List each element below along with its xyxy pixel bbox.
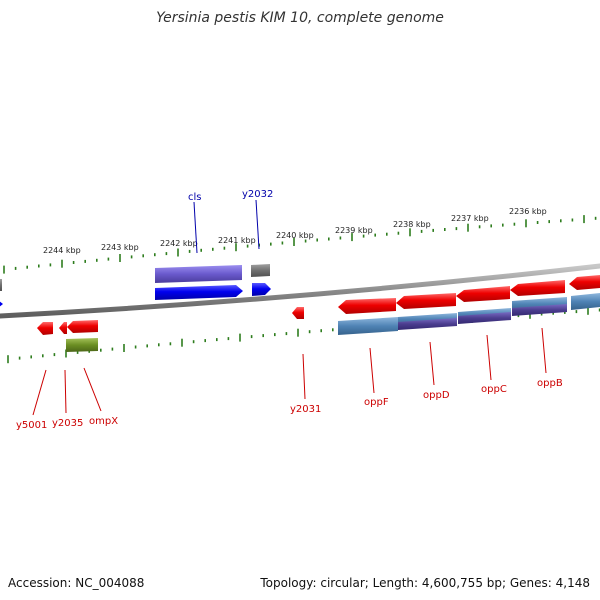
genome-stats-footer: Topology: circular; Length: 4,600,755 bp… xyxy=(260,576,590,590)
gene-arrow-y2031 xyxy=(292,307,304,319)
kbp-label: 2244 kbp xyxy=(43,246,81,255)
gene-arrow-y2032 xyxy=(252,283,271,296)
gene-arrow-ompX xyxy=(67,320,98,333)
genome-backbone xyxy=(0,263,600,319)
forward-gene-track xyxy=(155,283,271,300)
gene-label-oppF: oppF xyxy=(364,397,389,408)
protein-feature-cls xyxy=(155,265,242,283)
protein-feature-oppB-2 xyxy=(512,304,567,316)
gene-label-oppB: oppB xyxy=(537,378,563,389)
kbp-label: 2239 kbp xyxy=(335,226,373,235)
gene-arrow-oppD xyxy=(396,293,456,309)
accession-footer: Accession: NC_004088 xyxy=(8,576,145,590)
forward-protein-track xyxy=(0,264,270,291)
gene-label-y2032: y2032 xyxy=(242,189,273,200)
gene-label-cls: cls xyxy=(188,192,202,203)
kbp-label: 2242 kbp xyxy=(160,239,198,248)
kbp-label: 2240 kbp xyxy=(276,231,314,240)
forward-gene-labels: cls y2032 xyxy=(188,189,273,254)
protein-feature-oppF xyxy=(338,317,398,335)
gene-label-y5001: y5001 xyxy=(16,420,47,431)
leader-line-oppB xyxy=(541,327,547,374)
gene-label-oppC: oppC xyxy=(481,384,507,395)
kbp-label: 2243 kbp xyxy=(101,243,139,252)
protein-feature-y2032 xyxy=(251,264,270,277)
upper-tick-track xyxy=(3,215,597,274)
leader-line-y2031 xyxy=(302,353,306,400)
leader-line-oppF xyxy=(369,347,375,394)
gene-label-y2035: y2035 xyxy=(52,418,83,429)
map-title: Yersinia pestis KIM 10, complete genome xyxy=(156,10,444,26)
kbp-scale: 2244 kbp 2243 kbp 2242 kbp 2241 kbp 2240… xyxy=(43,207,547,255)
gene-arrow-y2035 xyxy=(59,322,67,334)
kbp-label: 2241 kbp xyxy=(218,236,256,245)
leader-line-cls xyxy=(193,201,198,254)
kbp-label: 2238 kbp xyxy=(393,220,431,229)
gene-arrow-oppB xyxy=(510,280,565,296)
gene-label-y2031: y2031 xyxy=(290,404,321,415)
backbone-arrow-left xyxy=(0,301,3,307)
kbp-label: 2237 kbp xyxy=(451,214,489,223)
leader-line-oppD xyxy=(429,341,435,386)
gene-arrow-oppC xyxy=(456,286,510,302)
leader-line-y2035 xyxy=(64,369,67,414)
gene-label-oppD: oppD xyxy=(423,390,450,401)
gene-arrow-oppF xyxy=(338,298,396,314)
leader-line-ompX xyxy=(83,367,102,412)
leader-line-oppC xyxy=(486,334,492,381)
reverse-gene-track xyxy=(37,275,600,335)
leader-line-y5001 xyxy=(32,369,47,416)
reverse-protein-track xyxy=(66,293,600,352)
gene-arrow-edge-right xyxy=(569,275,600,290)
gene-label-ompX: ompX xyxy=(89,416,118,427)
protein-feature-edge-right xyxy=(571,293,600,310)
left-edge-feature xyxy=(0,279,2,291)
kbp-label: 2236 kbp xyxy=(509,207,547,216)
leader-line-y2032 xyxy=(255,199,260,250)
protein-feature-oppC-2 xyxy=(458,312,511,324)
protein-feature-oppD-2 xyxy=(398,318,457,330)
protein-feature-ompX xyxy=(66,338,98,352)
gene-arrow-cls xyxy=(155,285,243,300)
gene-arrow-y5001 xyxy=(37,322,53,335)
reverse-gene-labels: y5001 y2035 ompX y2031 oppF oppD oppC op… xyxy=(16,327,563,431)
